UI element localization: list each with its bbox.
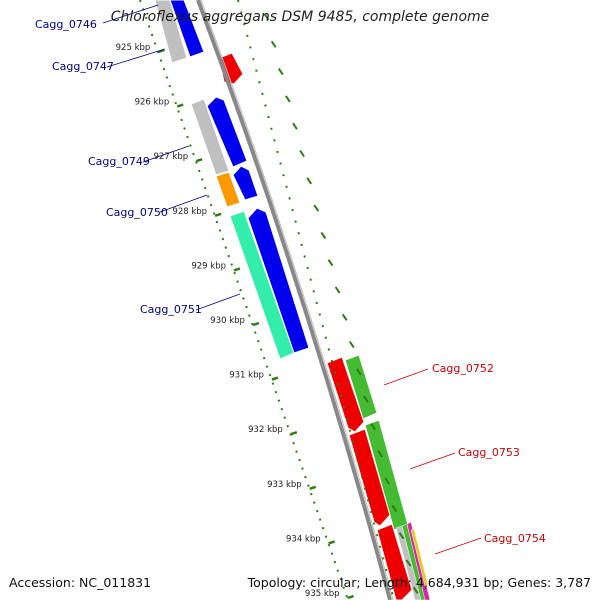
tick-labels: 925 kbp 926 kbp 927 kbp 928 kbp 929 kbp 930 k… [116,43,340,599]
callout-line-0751 [195,293,241,311]
gene-labels: Cagg_0746 Cagg_0747 Cagg_0749 Cagg_0750 … [35,18,546,545]
green-feature-bottom[interactable] [401,523,427,600]
gene-label-0751[interactable]: Cagg_0751 [140,303,202,316]
minor-tick [277,68,284,76]
cds-forward-0751[interactable] [247,207,310,354]
major-tick [233,267,241,272]
minor-tick [348,341,355,349]
minor-tick [334,286,341,294]
gene-label-0750[interactable]: Cagg_0750 [106,206,168,219]
tick-label: 934 kbp [286,534,321,544]
major-tick [328,540,336,545]
minor-tick [384,477,391,485]
minor-tick [405,559,412,567]
gene-label-0754[interactable]: Cagg_0754 [484,532,546,545]
cds-forward-0749[interactable] [206,96,248,168]
major-tick [347,594,354,600]
gray-feature-top[interactable] [154,0,188,64]
major-tick [290,431,298,436]
minor-tick [285,95,291,103]
tick-label: 930 kbp [210,316,245,326]
callout-line-0747 [106,48,166,68]
tick-label: 932 kbp [248,425,283,435]
callout-line-0749 [142,145,190,163]
major-ticks [157,48,354,600]
minor-tick [306,177,313,185]
yellow-feature-bottom[interactable] [410,528,429,587]
minor-tick [327,259,334,267]
orange-feature-0750[interactable] [215,171,241,208]
tick-label: 928 kbp [172,207,207,217]
tick-label: 925 kbp [116,43,151,53]
major-tick [176,103,184,108]
tick-label: 933 kbp [267,480,302,490]
gene-label-0747[interactable]: Cagg_0747 [52,60,114,73]
tick-track [139,0,349,600]
map-title: Chloroflexus aggregans DSM 9485, complet… [110,9,490,25]
callout-line-0754 [434,537,482,555]
minor-tick [412,586,419,594]
major-tick [157,48,165,54]
tick-label: 935 kbp [305,589,340,599]
minor-ticks [263,13,419,594]
cds-reverse-0753[interactable] [348,428,391,527]
minor-tick [270,40,277,48]
gene-label-0746[interactable]: Cagg_0746 [35,18,97,31]
minor-tick [398,532,405,540]
major-tick [309,485,317,490]
minor-tick [363,395,369,403]
minor-tick [356,368,362,376]
minor-tick [391,504,398,512]
minor-tick [299,149,305,158]
accession-text: Accession: NC_011831 [9,575,152,590]
gene-callouts [102,4,482,555]
minor-tick [292,122,298,130]
minor-tick [377,450,384,458]
feature-track [154,0,431,600]
tick-label: 931 kbp [229,371,264,381]
minor-tick [313,204,320,212]
major-tick [195,158,203,163]
callout-line-0746 [102,4,159,24]
minor-tick [370,422,376,431]
major-tick [214,212,222,217]
gene-label-0753[interactable]: Cagg_0753 [458,446,520,459]
major-tick [271,376,279,381]
cds-reverse-0754[interactable] [376,523,413,600]
gray-feature-0749[interactable] [190,98,230,176]
cds-forward-0750[interactable] [232,165,259,201]
callout-line-0752 [383,368,429,386]
cds-forward-top[interactable] [169,0,205,58]
cds-reverse-0752[interactable] [326,356,365,433]
callout-line-0750 [159,194,208,213]
minor-tick [263,13,270,21]
minor-tick [320,231,327,239]
gene-label-0749[interactable]: Cagg_0749 [88,155,150,168]
green-feature-0752[interactable] [344,354,378,420]
outer-dotted-track [237,0,395,600]
gene-label-0752[interactable]: Cagg_0752 [432,362,494,375]
genome-summary-text: Topology: circular; Length: 4,684,931 bp… [247,575,591,590]
tick-label: 926 kbp [135,98,170,108]
callout-line-0753 [409,452,456,470]
tick-label: 927 kbp [154,152,189,162]
backbone-line-shadow [200,0,394,600]
backbone-line [196,0,392,600]
minor-tick [341,313,348,321]
major-tick [252,321,260,327]
tick-label: 929 kbp [191,261,226,271]
